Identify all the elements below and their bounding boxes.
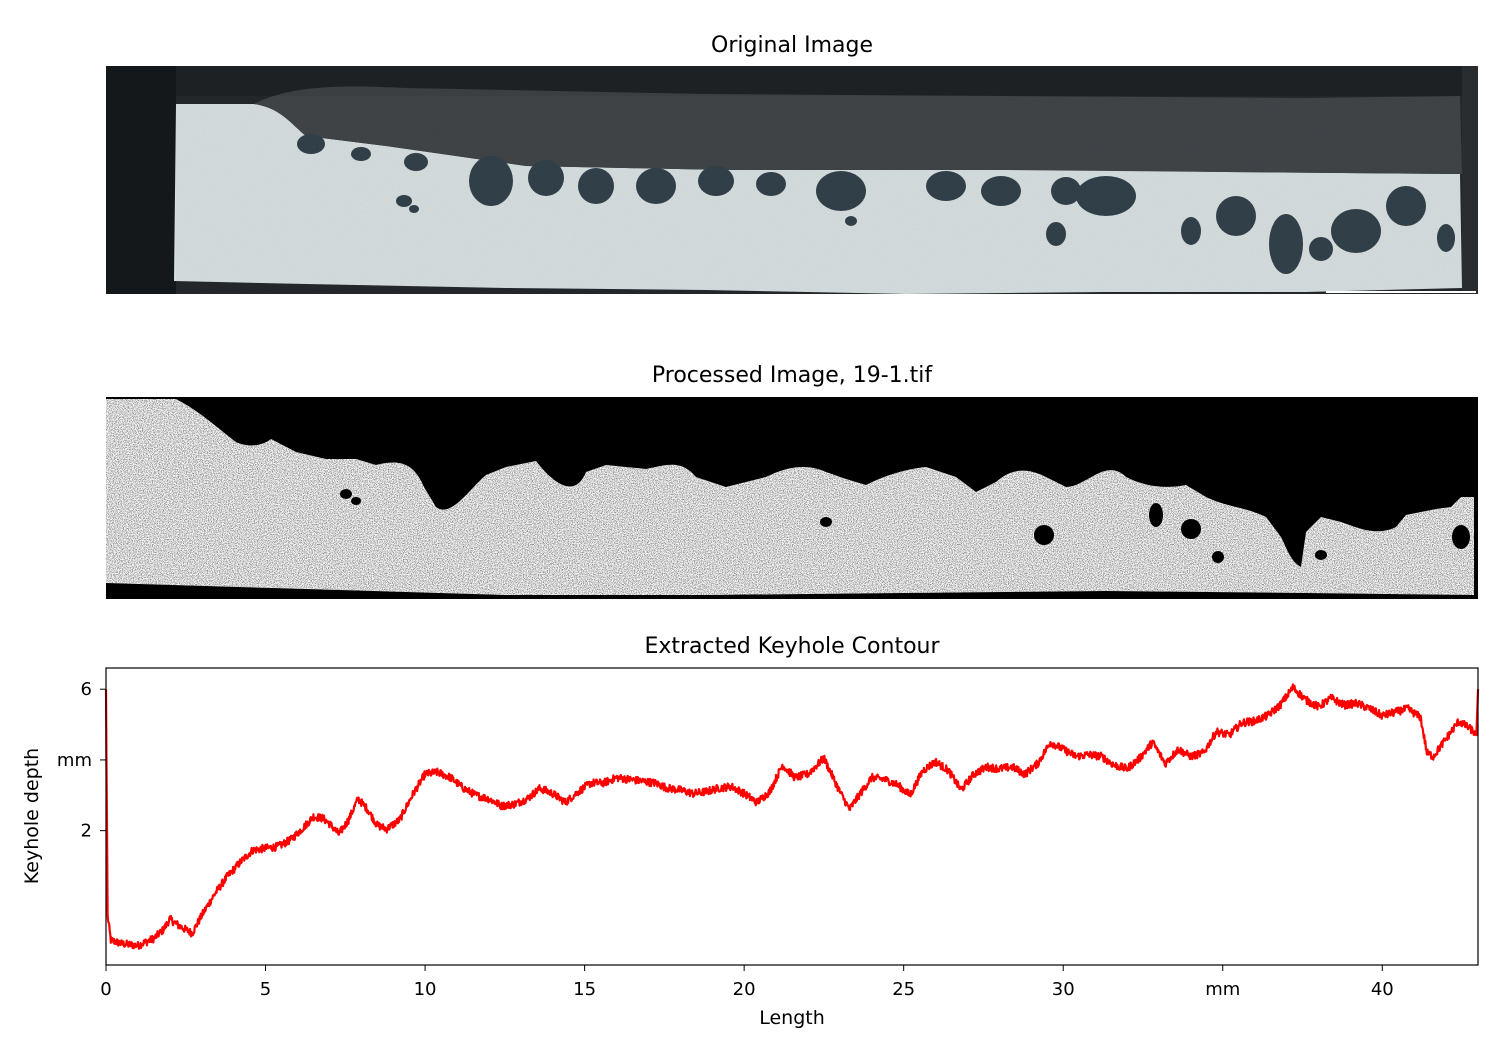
keyhole-depth-line xyxy=(104,683,1480,950)
original-image xyxy=(106,66,1478,294)
y-tick-label: 2 xyxy=(81,821,92,842)
x-tick-label: 15 xyxy=(573,979,596,1000)
y-tick-label: mm xyxy=(57,750,92,771)
y-axis-label: Keyhole depth xyxy=(21,748,43,884)
processed-image xyxy=(106,397,1478,599)
contour-chart-title: Extracted Keyhole Contour xyxy=(644,634,940,659)
x-tick-label: 5 xyxy=(260,979,271,1000)
x-tick-label: 30 xyxy=(1052,979,1075,1000)
x-tick-label: 25 xyxy=(892,979,915,1000)
x-axis-label: Length xyxy=(759,1007,825,1029)
x-tick-label: 20 xyxy=(733,979,756,1000)
processed-image-graphic xyxy=(106,397,1478,599)
x-axis-ticks: 0 5 10 15 20 25 30 mm 40 xyxy=(100,965,1394,1000)
processed-image-title: Processed Image, 19-1.tif xyxy=(651,363,933,388)
y-tick-label: 6 xyxy=(81,679,92,700)
x-tick-label: 10 xyxy=(414,979,437,1000)
y-axis-ticks: 6 mm 2 xyxy=(57,679,106,842)
x-tick-label: 0 xyxy=(100,979,111,1000)
plot-frame xyxy=(105,667,1479,966)
x-tick-label: 40 xyxy=(1371,979,1394,1000)
original-image-graphic xyxy=(106,66,1478,294)
x-tick-label: mm xyxy=(1205,979,1240,1000)
plot-series-group xyxy=(104,683,1480,950)
original-image-title: Original Image xyxy=(711,33,873,58)
